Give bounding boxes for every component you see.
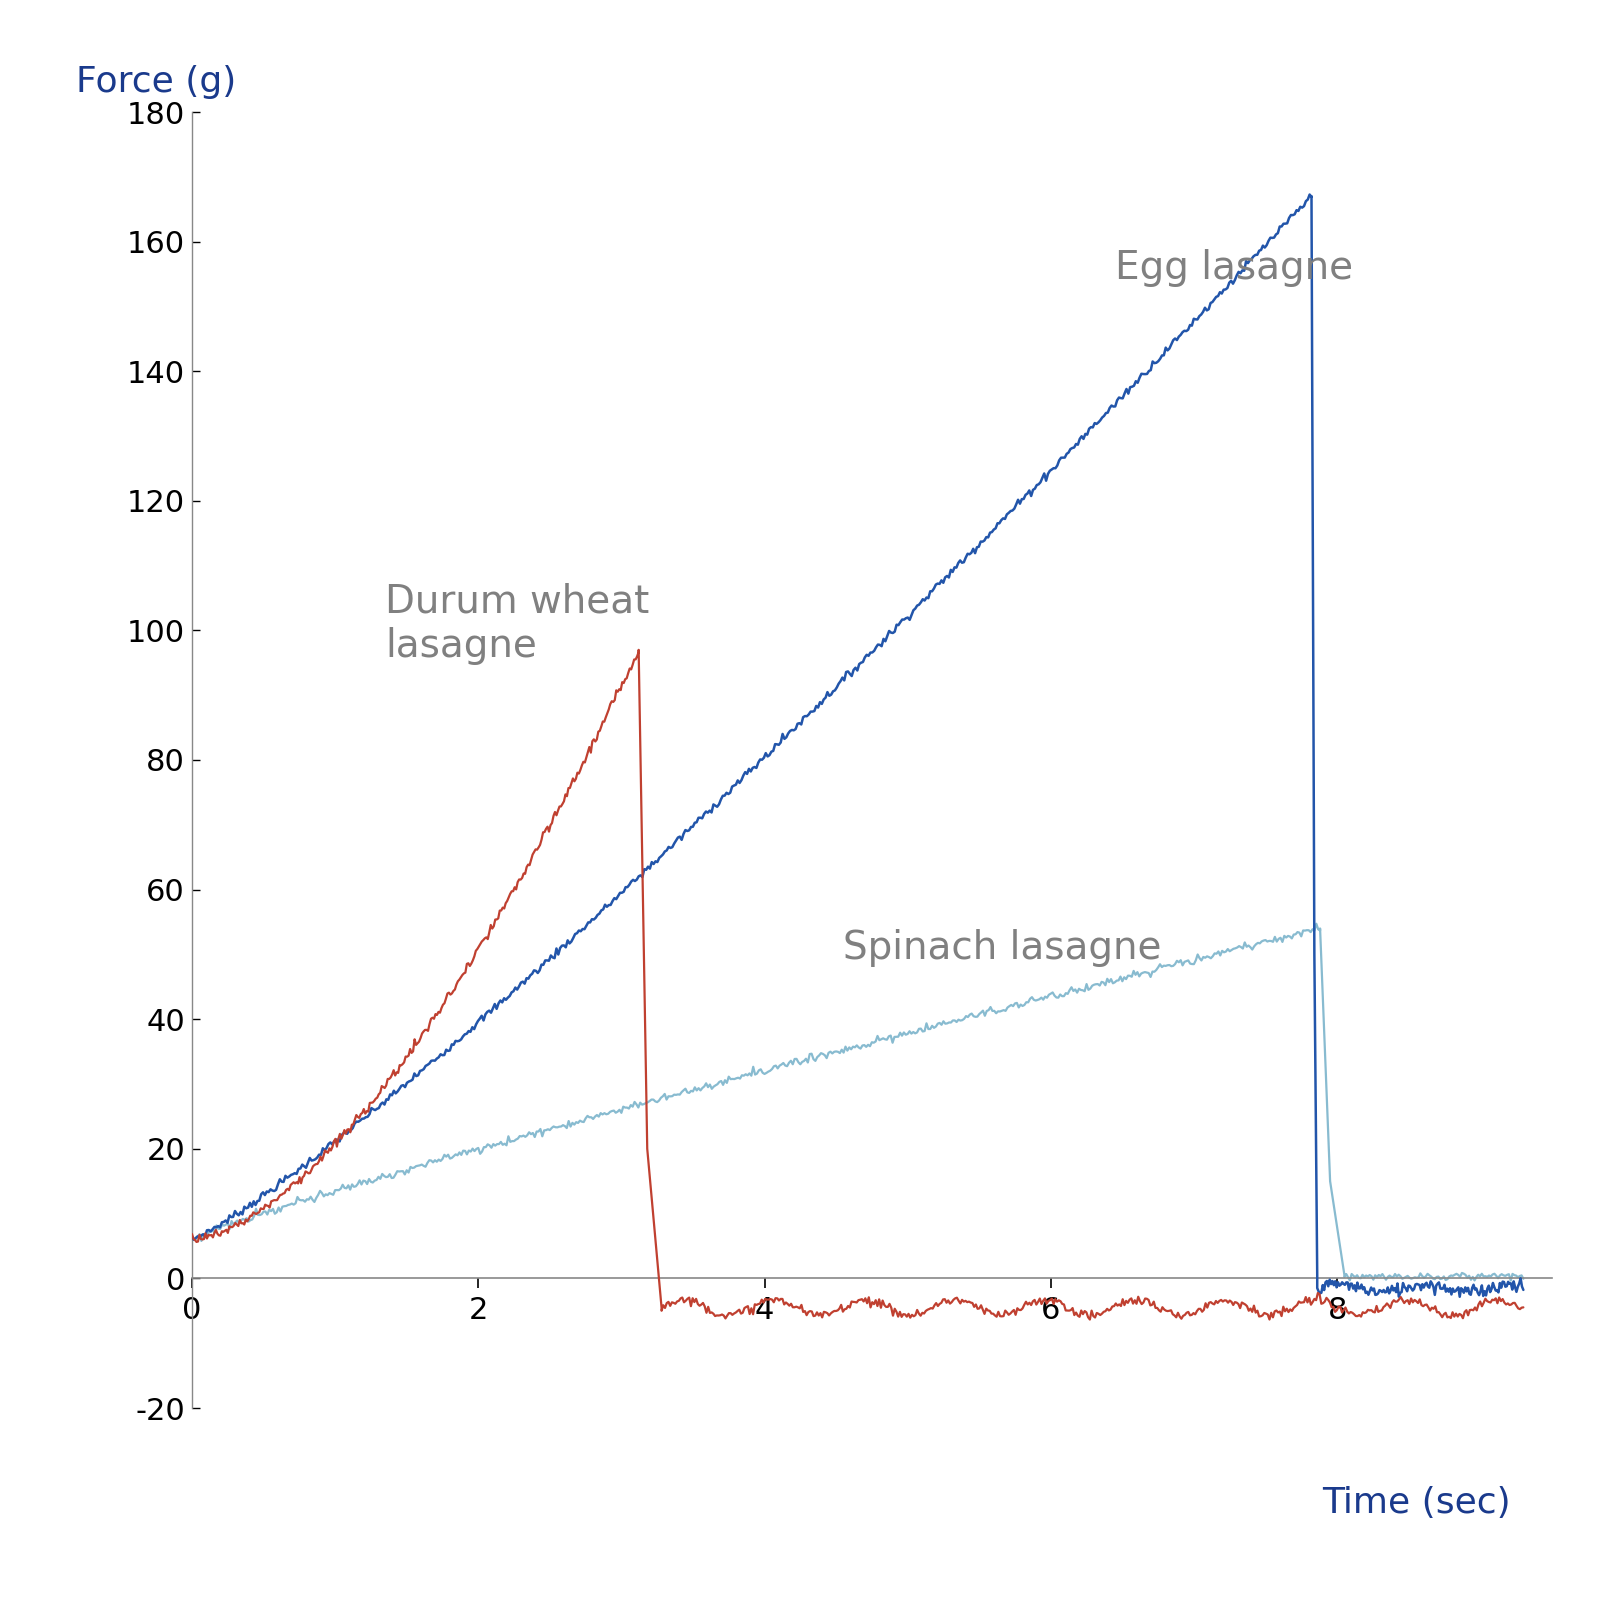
X-axis label: Time (sec): Time (sec) [1323, 1486, 1510, 1520]
Text: Egg lasagne: Egg lasagne [1115, 248, 1354, 286]
Text: Spinach lasagne: Spinach lasagne [843, 930, 1162, 966]
Y-axis label: Force (g): Force (g) [77, 66, 237, 99]
Text: Durum wheat
lasagne: Durum wheat lasagne [386, 582, 650, 666]
